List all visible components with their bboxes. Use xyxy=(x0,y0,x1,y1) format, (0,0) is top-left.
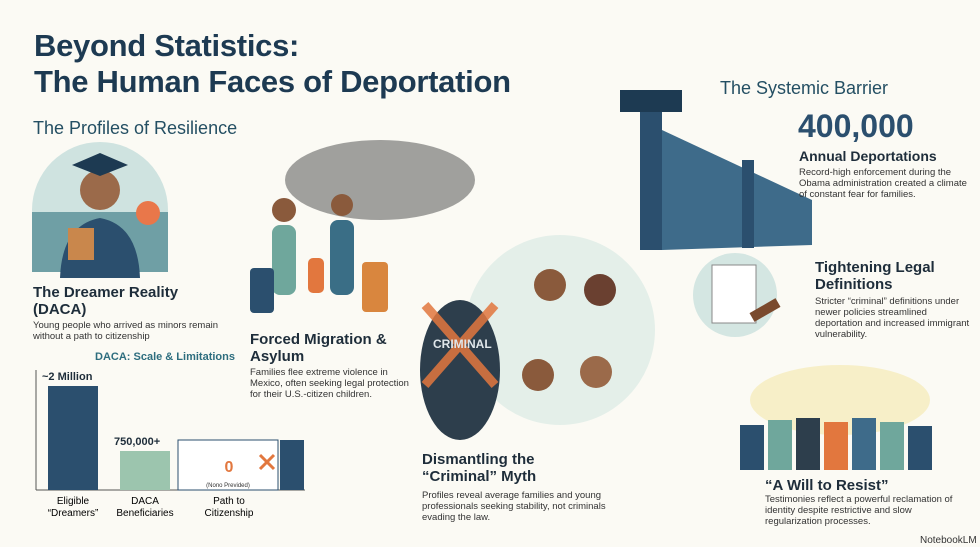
zero-note: (Nono Previded) xyxy=(206,483,250,489)
tower2 xyxy=(742,160,754,248)
title-line1: Beyond Statistics: xyxy=(34,28,300,63)
daca-chart: DACA: Scale & Limitations (Nono Previded… xyxy=(42,351,254,519)
mother xyxy=(330,220,354,295)
legal-title: Tightening Legal Definitions xyxy=(815,259,935,293)
broken-bridge xyxy=(177,439,279,491)
head xyxy=(80,170,120,210)
bar xyxy=(120,451,170,490)
cap xyxy=(72,153,128,176)
myth-body: Profiles reveal average families and you… xyxy=(422,490,606,523)
tower-top xyxy=(620,90,682,112)
cross-mark xyxy=(258,453,276,471)
title-line2: The Human Faces of Deportation xyxy=(34,64,511,99)
resist-body: Testimonies reflect a powerful reclamati… xyxy=(765,494,953,527)
professional xyxy=(522,359,554,391)
tower xyxy=(640,110,662,250)
father-head xyxy=(272,198,296,222)
bridge-end xyxy=(280,440,304,490)
document xyxy=(711,264,757,324)
sun xyxy=(136,201,160,225)
father xyxy=(272,225,296,295)
category-label: Eligible “Dreamers” xyxy=(48,496,99,519)
chart-title: DACA: Scale & Limitations xyxy=(95,351,235,363)
asylum-title: Forced Migration & Asylum xyxy=(250,331,387,365)
gavel xyxy=(749,298,781,322)
light xyxy=(750,365,930,435)
doctor xyxy=(534,269,566,301)
criminal-stamp: CRIMINAL xyxy=(433,337,492,351)
category-label: Path to Citizenship xyxy=(205,496,254,519)
barrier-body: Record-high enforcement during the Obama… xyxy=(799,167,967,200)
crowd xyxy=(740,418,932,470)
brand: NotebookLM xyxy=(920,535,977,546)
value-label: ~2 Million xyxy=(42,371,93,383)
resist-title: “A Will to Resist” xyxy=(765,477,889,494)
stamp-x xyxy=(421,302,499,388)
child xyxy=(308,258,324,293)
wall xyxy=(662,130,812,250)
barrier-heading: The Systemic Barrier xyxy=(720,78,889,98)
legal-body: Stricter “criminal” definitions under ne… xyxy=(815,296,970,340)
bar xyxy=(48,386,98,490)
suitcase xyxy=(250,268,274,313)
value-label: 0 xyxy=(225,459,234,476)
dreamer-body: Young people who arrived as minors remai… xyxy=(33,320,219,342)
shadow-figure xyxy=(420,300,500,440)
worker xyxy=(584,274,616,306)
books xyxy=(68,228,94,260)
section-heading: The Profiles of Resilience xyxy=(33,118,238,138)
big-figure: 400,000 xyxy=(798,108,914,144)
value-label: 750,000+ xyxy=(114,436,160,448)
figure-label: Annual Deportations xyxy=(799,148,937,164)
asylum-body: Families flee extreme violence in Mexico… xyxy=(250,367,409,400)
myth-title: Dismantling the “Criminal” Myth xyxy=(422,451,537,485)
category-label: DACA Beneficiaries xyxy=(116,496,173,519)
suitcase2 xyxy=(362,262,388,312)
student xyxy=(580,356,612,388)
dreamer-title: The Dreamer Reality (DACA) xyxy=(33,284,179,318)
mother-head xyxy=(331,194,353,216)
